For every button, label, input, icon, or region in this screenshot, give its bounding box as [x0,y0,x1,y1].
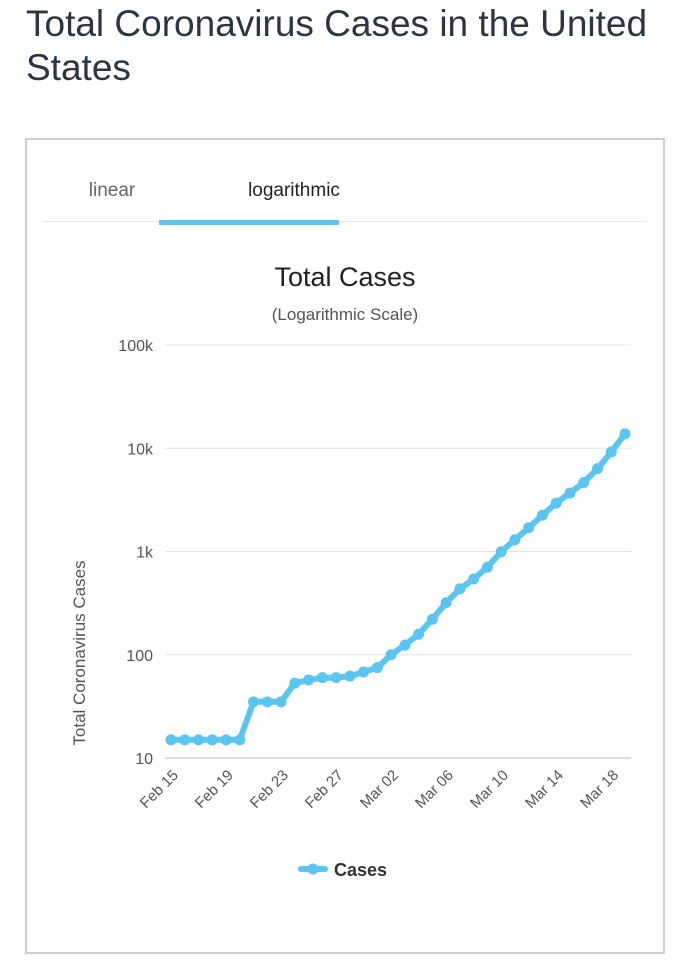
x-tick-label: Mar 02 [357,767,402,812]
data-point[interactable] [330,672,342,684]
data-point[interactable] [289,677,301,689]
data-point[interactable] [371,662,383,674]
data-point[interactable] [426,613,438,625]
data-point[interactable] [495,546,507,558]
scale-tabs: linear logarithmic [43,140,647,222]
legend[interactable]: Cases [298,860,387,880]
data-point[interactable] [316,672,328,684]
data-point[interactable] [619,428,631,440]
x-tick-label: Feb 15 [137,767,182,812]
y-axis-label: Total Coronavirus Cases [70,560,89,745]
x-tick-labels: Feb 15 Feb 19 Feb 23 Feb 27 Mar 02 Mar 06 Mar … [137,767,622,812]
active-tab-indicator [159,220,339,225]
data-point[interactable] [234,734,246,746]
data-point[interactable] [564,487,576,499]
tab-logarithmic[interactable]: logarithmic [248,180,340,201]
page-title: Total Coronavirus Cases in the United St… [26,3,648,88]
data-point[interactable] [509,534,521,546]
legend-label: Cases [334,860,387,880]
data-point[interactable] [605,446,617,458]
x-tick-label: Mar 18 [577,767,622,812]
data-point[interactable] [440,597,452,609]
data-point[interactable] [358,666,370,678]
data-point[interactable] [591,463,603,475]
x-tick-label: Mar 10 [467,767,512,812]
grid-lines [165,344,631,759]
data-point[interactable] [481,561,493,573]
data-point[interactable] [385,649,397,661]
data-point[interactable] [261,696,273,708]
data-point[interactable] [578,476,590,488]
data-point[interactable] [275,696,287,708]
x-tick-label: Mar 14 [522,767,567,812]
data-point[interactable] [206,734,218,746]
x-tick-label: Mar 06 [412,767,457,812]
y-tick-label: 1k [136,545,154,562]
y-tick-label: 100 [126,648,153,665]
data-point[interactable] [468,573,480,585]
data-point[interactable] [399,639,411,651]
data-point[interactable] [523,522,535,534]
y-tick-label: 10k [127,441,154,458]
x-tick-label: Feb 27 [302,767,347,812]
data-point[interactable] [550,497,562,509]
chart-subtitle: (Logarithmic Scale) [272,305,418,324]
x-tick-label: Feb 19 [192,767,237,812]
data-point[interactable] [413,628,425,640]
y-tick-labels: 10 100 1k 10k 100k [118,338,154,768]
y-tick-label: 100k [118,338,154,355]
y-tick-label: 10 [135,751,153,768]
data-point[interactable] [179,734,191,746]
x-tick-label: Feb 23 [247,767,292,812]
data-point[interactable] [220,734,232,746]
data-point[interactable] [536,509,548,521]
data-point[interactable] [165,734,177,746]
tab-linear[interactable]: linear [88,180,136,201]
chart-svg: Total Cases (Logarithmic Scale) Total Co… [70,262,631,880]
data-point[interactable] [193,734,205,746]
legend-marker [307,863,319,875]
data-point[interactable] [303,674,315,686]
chart-title: Total Cases [274,262,415,292]
chart-card: linear logarithmic Total Cases (Logarith… [25,138,665,954]
data-point[interactable] [344,670,356,682]
data-point[interactable] [454,583,466,595]
series-points [165,428,631,746]
data-point[interactable] [248,696,260,708]
series-line-cases [168,430,628,743]
